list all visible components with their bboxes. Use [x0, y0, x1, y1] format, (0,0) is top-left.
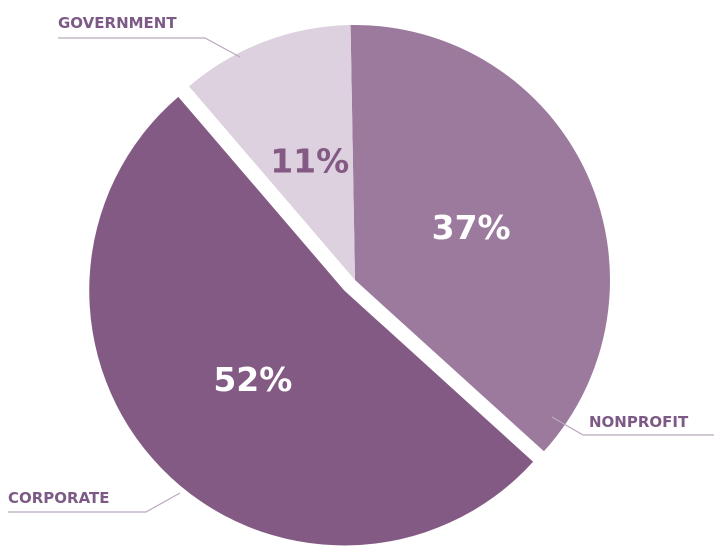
category-label-government: GOVERNMENT [58, 14, 177, 32]
label-corporate-group: CORPORATE [8, 489, 181, 513]
pie-slice-government [189, 25, 355, 281]
percent-label-nonprofit: 37% [432, 208, 511, 247]
label-nonprofit-group: NONPROFIT [551, 413, 714, 436]
leader-line-nonprofit [551, 416, 714, 436]
leader-line-corporate [8, 492, 181, 513]
percent-label-government: 11% [270, 141, 349, 180]
pie-slice-nonprofit [350, 24, 611, 452]
percent-label-corporate: 52% [213, 360, 292, 399]
category-label-nonprofit: NONPROFIT [589, 413, 689, 431]
category-label-corporate: CORPORATE [8, 489, 110, 507]
pie-slices [89, 24, 611, 546]
percent-labels: 37% 52% 11% [213, 141, 510, 399]
label-government-group: GOVERNMENT [58, 14, 241, 58]
pie-slice-corporate [89, 96, 534, 546]
leader-line-government [58, 37, 241, 58]
